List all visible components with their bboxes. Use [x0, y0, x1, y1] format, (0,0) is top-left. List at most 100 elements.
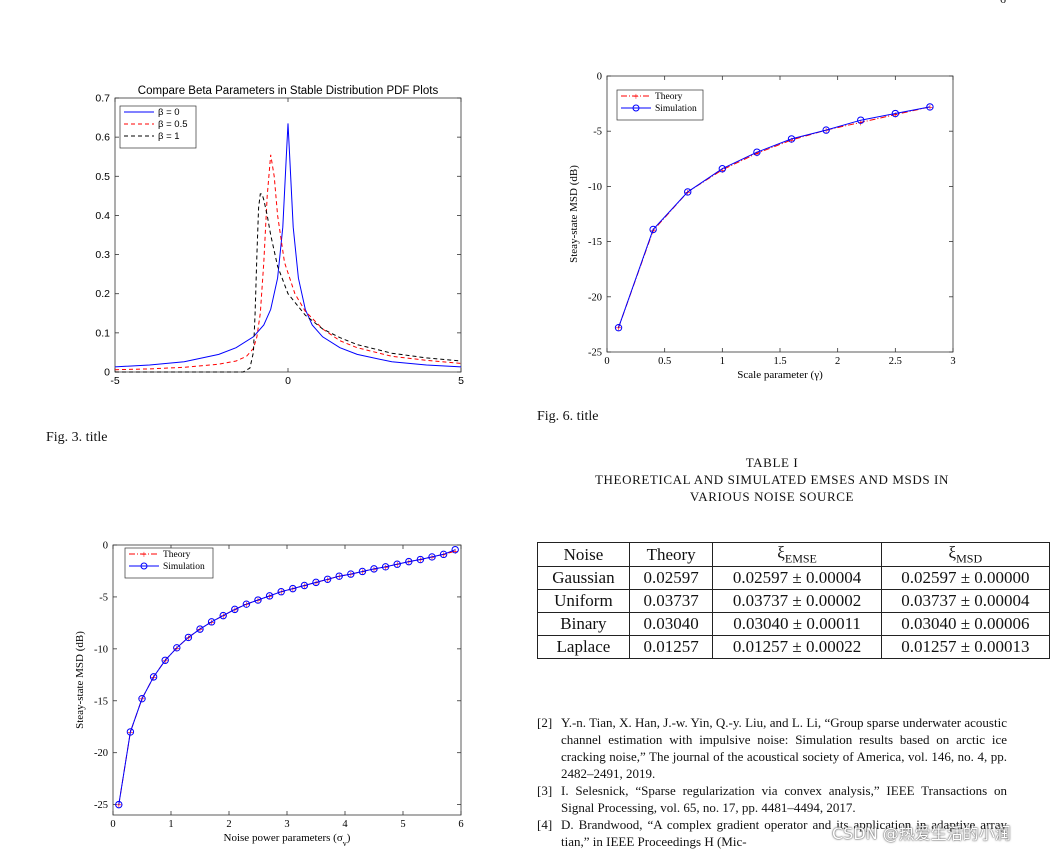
simulation-marker [173, 644, 181, 652]
y-tick-label: 0.1 [95, 327, 110, 339]
cell-emse: 0.01257 ± 0.00022 [712, 635, 882, 660]
chart-msd-noise: 0 1 2 3 4 5 6 0 -5 -10 -15 -20 -25 Noise power parame… [75, 541, 464, 848]
legend-label: β = 1 [158, 131, 180, 142]
table-row: Uniform 0.03737 0.03737 ± 0.00002 0.0373… [537, 589, 1051, 614]
theory-marker: + [927, 102, 933, 114]
legend-label: β = 0.5 [158, 119, 188, 130]
simulation-marker [439, 550, 448, 559]
y-tick-label: -15 [94, 696, 108, 707]
theory-marker: + [452, 546, 458, 558]
y-tick-label: 0 [104, 367, 110, 379]
y-tick-label: -5 [593, 127, 602, 138]
y-tick-label: -10 [94, 644, 108, 655]
simulation-marker [184, 633, 193, 642]
reference-text: Y.-n. Tian, X. Han, J.-w. Yin, Q.-y. Liu… [561, 715, 1007, 781]
theory-marker: + [197, 624, 203, 636]
y-tick-label: 0.6 [95, 132, 110, 144]
simulation-marker [207, 618, 216, 626]
cell-noise: Laplace [537, 635, 630, 660]
legend-marker [140, 562, 148, 570]
theory-marker: + [417, 555, 423, 567]
theory-marker: + [174, 643, 180, 655]
simulation-marker [857, 116, 865, 124]
y-tick-label: 0.2 [95, 288, 110, 300]
simulation-marker [242, 600, 251, 608]
simulation-marker [126, 728, 135, 736]
theory-marker: + [255, 595, 261, 607]
header-xi-msd: ξMSD [880, 541, 1051, 568]
theory-marker: + [371, 564, 377, 576]
simulation-marker [277, 588, 285, 596]
cell-theory: 0.01257 [628, 635, 714, 660]
theory-marker: + [382, 562, 388, 574]
x-tick-label: 0 [285, 375, 291, 387]
header-noise: Noise [537, 541, 630, 568]
series-line-2 [618, 106, 930, 328]
x-tick-label: 6 [458, 819, 463, 830]
y-tick-label: 0 [103, 541, 108, 552]
y-tick-label: -20 [94, 748, 108, 759]
x-tick-label: 3 [950, 356, 955, 367]
fig3-caption: Fig. 3. title [46, 430, 108, 445]
x-tick-label: -5 [110, 375, 119, 387]
simulation-marker [254, 596, 262, 604]
simulation-marker [614, 324, 623, 332]
legend-marker: + [141, 550, 147, 561]
x-tick-label: 0 [604, 356, 609, 367]
x-tick-label: 5 [400, 819, 405, 830]
simulation-marker [649, 225, 657, 234]
theory-marker: + [116, 800, 122, 812]
watermark: CSDN @热爱生活的小润 [832, 824, 1011, 843]
chart-stable-pdf: Compare Beta Parameters in Stable Distri… [95, 85, 464, 387]
theory-marker: + [650, 226, 656, 238]
table-caption: TABLE I THEORETICAL AND SIMULATED EMSES … [537, 454, 1007, 505]
simulation-marker [416, 555, 425, 564]
legend-marker [632, 104, 640, 112]
x-tick-label: 2 [226, 819, 231, 830]
simulation-marker [323, 575, 332, 583]
y-axis-label: Steay-state MSD (dB) [568, 165, 580, 263]
cell-noise: Gaussian [537, 566, 630, 591]
table-title-line2: VARIOUS NOISE SOURCE [689, 489, 855, 504]
results-table: Noise Theory ξEMSE ξMSD Gaussian 0.02597… [537, 541, 1051, 660]
simulation-marker [138, 694, 146, 703]
theory-marker: + [324, 574, 330, 586]
simulation-marker [149, 673, 158, 681]
series-line-1 [114, 123, 462, 368]
legend-box [616, 89, 704, 121]
theory-marker: + [719, 165, 725, 177]
simulation-marker [115, 800, 123, 809]
reference-item: [3] I. Selesnick, “Sparse regularization… [537, 782, 1007, 816]
reference-number: [2] [537, 715, 553, 730]
x-tick-label: 2.5 [889, 356, 902, 367]
x-tick-label: 3 [284, 819, 289, 830]
theory-marker: + [185, 632, 191, 644]
theory-marker: + [266, 591, 272, 603]
cell-emse: 0.03737 ± 0.00002 [712, 589, 882, 614]
y-tick-label: 0.4 [95, 210, 110, 222]
table-row: Gaussian 0.02597 0.02597 ± 0.00004 0.025… [537, 566, 1051, 591]
simulation-marker [219, 611, 227, 620]
simulation-marker [161, 656, 169, 664]
simulation-marker [381, 563, 390, 571]
y-tick-label: -20 [588, 292, 602, 303]
legend-label: Theory [163, 550, 191, 560]
simulation-marker [428, 553, 436, 561]
legend-label: Simulation [163, 562, 205, 572]
theory-marker: + [336, 571, 342, 583]
cell-msd: 0.02597 ± 0.00000 [880, 566, 1051, 591]
theory-marker: + [892, 110, 898, 122]
cell-emse: 0.02597 ± 0.00004 [712, 566, 882, 591]
y-tick-label: 0.7 [95, 93, 110, 105]
simulation-marker [405, 557, 413, 566]
x-axis-label: Noise power parameters (σv) [224, 832, 351, 848]
theory-marker: + [429, 552, 435, 564]
simulation-marker [289, 584, 297, 593]
legend-box [119, 105, 197, 149]
x-tick-label: 4 [342, 819, 348, 830]
legend-label: Simulation [655, 104, 697, 114]
x-tick-label: 5 [458, 375, 464, 387]
table-title-line1: THEORETICAL AND SIMULATED EMSES AND MSDS… [595, 472, 949, 487]
fig6-caption: Fig. 6. title [537, 409, 599, 424]
series-line-3 [115, 193, 462, 373]
